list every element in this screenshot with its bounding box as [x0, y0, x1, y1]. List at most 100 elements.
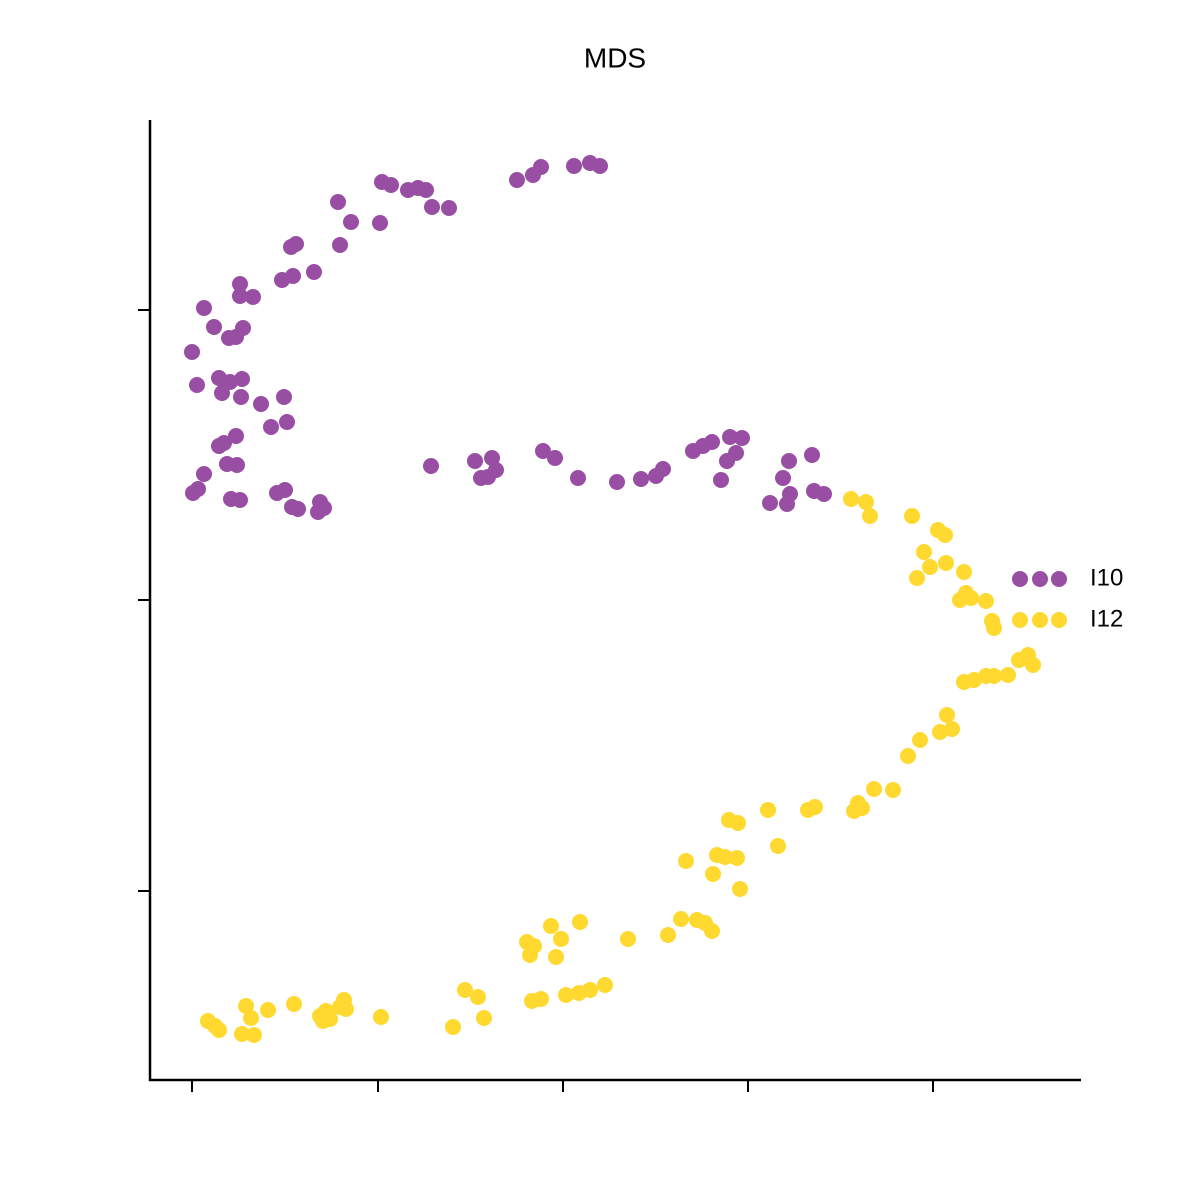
- point: [938, 555, 954, 571]
- point: [939, 707, 955, 723]
- point: [185, 485, 201, 501]
- point: [660, 927, 676, 943]
- point: [782, 486, 798, 502]
- legend-label: I12: [1090, 605, 1123, 632]
- point: [228, 428, 244, 444]
- point: [986, 620, 1002, 636]
- point: [1020, 647, 1036, 663]
- point: [543, 918, 559, 934]
- point: [730, 815, 746, 831]
- point: [535, 443, 551, 459]
- point: [232, 276, 248, 292]
- point: [843, 491, 859, 507]
- point: [909, 570, 925, 586]
- point: [704, 923, 720, 939]
- point: [288, 236, 304, 252]
- point: [184, 344, 200, 360]
- point: [260, 1002, 276, 1018]
- point: [760, 802, 776, 818]
- point: [338, 1001, 354, 1017]
- point: [330, 194, 346, 210]
- point: [343, 214, 359, 230]
- point: [673, 911, 689, 927]
- point: [488, 462, 504, 478]
- point: [620, 931, 636, 947]
- point: [263, 419, 279, 435]
- point: [609, 474, 625, 490]
- point: [866, 781, 882, 797]
- point: [912, 732, 928, 748]
- point: [423, 458, 439, 474]
- point: [457, 982, 473, 998]
- point: [770, 838, 786, 854]
- point: [548, 949, 564, 965]
- point: [916, 544, 932, 560]
- point: [781, 453, 797, 469]
- point: [633, 471, 649, 487]
- point: [445, 1019, 461, 1035]
- point: [547, 450, 563, 466]
- point: [816, 486, 832, 502]
- point: [729, 850, 745, 866]
- point: [804, 447, 820, 463]
- point: [807, 799, 823, 815]
- legend-marker: [1012, 612, 1028, 628]
- point: [235, 320, 251, 336]
- point: [196, 466, 212, 482]
- point: [937, 527, 953, 543]
- point: [717, 849, 733, 865]
- point: [467, 453, 483, 469]
- point: [932, 724, 948, 740]
- point: [306, 264, 322, 280]
- legend-marker: [1032, 571, 1048, 587]
- point: [233, 389, 249, 405]
- point: [533, 159, 549, 175]
- point: [234, 371, 250, 387]
- point: [246, 1027, 262, 1043]
- point: [713, 472, 729, 488]
- point: [243, 1010, 259, 1026]
- point: [286, 996, 302, 1012]
- point: [277, 482, 293, 498]
- point: [719, 453, 735, 469]
- legend-marker: [1012, 571, 1028, 587]
- point: [762, 495, 778, 511]
- point: [222, 374, 238, 390]
- legend-label: I10: [1090, 564, 1123, 591]
- point: [470, 989, 486, 1005]
- point: [566, 158, 582, 174]
- point: [279, 414, 295, 430]
- point: [189, 377, 205, 393]
- point: [956, 674, 972, 690]
- point: [722, 429, 738, 445]
- point: [290, 501, 306, 517]
- point: [373, 1009, 389, 1025]
- point: [558, 987, 574, 1003]
- point: [705, 866, 721, 882]
- point: [900, 748, 916, 764]
- point: [734, 430, 750, 446]
- point: [285, 268, 301, 284]
- legend-marker: [1032, 612, 1048, 628]
- point: [206, 319, 222, 335]
- point: [944, 721, 960, 737]
- point: [978, 593, 994, 609]
- point: [678, 853, 694, 869]
- point: [232, 288, 248, 304]
- point: [592, 158, 608, 174]
- point: [276, 389, 292, 405]
- point: [214, 385, 230, 401]
- point: [775, 470, 791, 486]
- point: [524, 993, 540, 1009]
- point: [732, 881, 748, 897]
- point: [332, 237, 348, 253]
- point: [572, 914, 588, 930]
- point: [509, 172, 525, 188]
- point: [904, 508, 920, 524]
- point: [424, 199, 440, 215]
- point: [441, 200, 457, 216]
- point: [597, 977, 613, 993]
- point: [956, 564, 972, 580]
